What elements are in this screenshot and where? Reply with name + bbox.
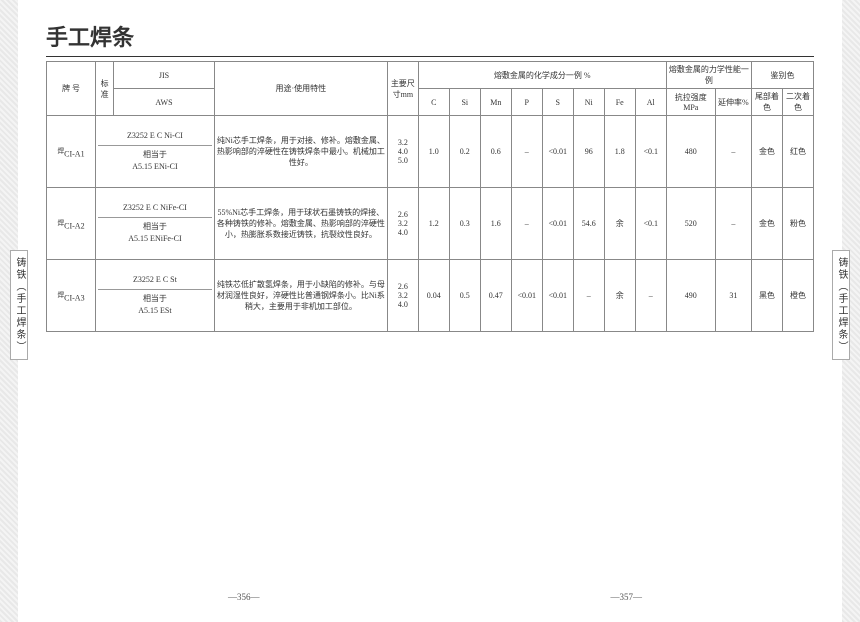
cell-al: <0.1: [635, 188, 666, 260]
col-fe: Fe: [604, 89, 635, 116]
spec-table: 牌 号 标准 JIS 用途·使用特性 主要尺寸mm 熔敷金属的化学成分一例 % …: [46, 61, 814, 332]
cell-ni: –: [573, 260, 604, 332]
col-al: Al: [635, 89, 666, 116]
col-chem-group: 熔敷金属的化学成分一例 %: [418, 62, 666, 89]
cell-tensile: 490: [666, 260, 715, 332]
cell-si: 0.2: [449, 116, 480, 188]
col-si: Si: [449, 89, 480, 116]
col-tail: 尾部着色: [751, 89, 782, 116]
cell-mn: 0.47: [480, 260, 511, 332]
cell-brand: 焊CI-A3: [47, 260, 96, 332]
cell-dia: 3.24.05.0: [387, 116, 418, 188]
cell-standard: Z3252 E C Ni-CI相当于A5.15 ENi-CI: [96, 116, 215, 188]
cell-si: 0.5: [449, 260, 480, 332]
left-strip: 铸铁（手工焊条）: [0, 0, 18, 622]
cell-tensile: 520: [666, 188, 715, 260]
col-dia: 主要尺寸mm: [387, 62, 418, 116]
col-s: S: [542, 89, 573, 116]
col-mn: Mn: [480, 89, 511, 116]
cell-s: <0.01: [542, 260, 573, 332]
cell-second: 粉色: [782, 188, 813, 260]
cell-c: 1.0: [418, 116, 449, 188]
cell-ni: 54.6: [573, 188, 604, 260]
cell-fe: 余: [604, 188, 635, 260]
cell-second: 橙色: [782, 260, 813, 332]
col-color-group: 鉴别色: [751, 62, 813, 89]
col-second: 二次着色: [782, 89, 813, 116]
content-area: 手工焊条 牌 号 标准 JIS 用途·使用特性 主要尺寸mm 熔敷金属的化学成分…: [18, 0, 842, 622]
col-use: 用途·使用特性: [214, 62, 387, 116]
cell-fe: 1.8: [604, 116, 635, 188]
cell-standard: Z3252 E C St相当于A5.15 ESt: [96, 260, 215, 332]
cell-fe: 余: [604, 260, 635, 332]
cell-s: <0.01: [542, 188, 573, 260]
col-mech-group: 熔敷金属的力学性能一例: [666, 62, 751, 89]
page-title: 手工焊条: [46, 20, 814, 57]
cell-tail: 金色: [751, 116, 782, 188]
cell-mn: 1.6: [480, 188, 511, 260]
cell-c: 0.04: [418, 260, 449, 332]
cell-second: 红色: [782, 116, 813, 188]
cell-elong: 31: [715, 260, 751, 332]
cell-standard: Z3252 E C NiFe-CI相当于A5.15 ENiFe-CI: [96, 188, 215, 260]
col-elong: 延伸率%: [715, 89, 751, 116]
cell-s: <0.01: [542, 116, 573, 188]
cell-al: –: [635, 260, 666, 332]
cell-c: 1.2: [418, 188, 449, 260]
table-row: 焊CI-A1Z3252 E C Ni-CI相当于A5.15 ENi-CI纯Ni芯…: [47, 116, 814, 188]
cell-si: 0.3: [449, 188, 480, 260]
col-tensile: 抗拉强度MPa: [666, 89, 715, 116]
cell-dia: 2.63.24.0: [387, 188, 418, 260]
cell-elong: –: [715, 116, 751, 188]
col-aws: AWS: [114, 89, 215, 116]
col-brand: 牌 号: [47, 62, 96, 116]
table-row: 焊CI-A3Z3252 E C St相当于A5.15 ESt纯铁芯低扩散氢焊条，…: [47, 260, 814, 332]
cell-tail: 黑色: [751, 260, 782, 332]
col-c: C: [418, 89, 449, 116]
cell-tensile: 480: [666, 116, 715, 188]
page-number-left: —356—: [228, 592, 260, 602]
cell-use: 55%Ni芯手工焊条，用于球状石墨铸铁的焊接、各种铸铁的修补。熔敷金属、热影响部…: [214, 188, 387, 260]
cell-dia: 2.63.24.0: [387, 260, 418, 332]
cell-tail: 金色: [751, 188, 782, 260]
cell-use: 纯铁芯低扩散氢焊条，用于小缺陷的修补。与母材润湿性良好，淬硬性比普通钢焊条小。比…: [214, 260, 387, 332]
right-strip: 铸铁（手工焊条）: [842, 0, 860, 622]
table-body: 焊CI-A1Z3252 E C Ni-CI相当于A5.15 ENi-CI纯Ni芯…: [47, 116, 814, 332]
cell-p: <0.01: [511, 260, 542, 332]
page: 铸铁（手工焊条） 手工焊条 牌 号 标准 JIS 用途·使用特性 主要尺寸mm …: [0, 0, 860, 622]
cell-brand: 焊CI-A2: [47, 188, 96, 260]
cell-use: 纯Ni芯手工焊条，用于对接、修补。熔敷金属、热影响部的淬硬性在铸铁焊条中最小。机…: [214, 116, 387, 188]
cell-elong: –: [715, 188, 751, 260]
cell-ni: 96: [573, 116, 604, 188]
col-p: P: [511, 89, 542, 116]
table-header: 牌 号 标准 JIS 用途·使用特性 主要尺寸mm 熔敷金属的化学成分一例 % …: [47, 62, 814, 116]
page-number-right: —357—: [611, 592, 643, 602]
cell-p: –: [511, 116, 542, 188]
cell-mn: 0.6: [480, 116, 511, 188]
cell-brand: 焊CI-A1: [47, 116, 96, 188]
col-ni: Ni: [573, 89, 604, 116]
cell-al: <0.1: [635, 116, 666, 188]
cell-p: –: [511, 188, 542, 260]
table-row: 焊CI-A2Z3252 E C NiFe-CI相当于A5.15 ENiFe-CI…: [47, 188, 814, 260]
col-jis: JIS: [114, 62, 215, 89]
right-side-tab: 铸铁（手工焊条）: [832, 250, 850, 360]
col-std: 标准: [96, 62, 114, 116]
